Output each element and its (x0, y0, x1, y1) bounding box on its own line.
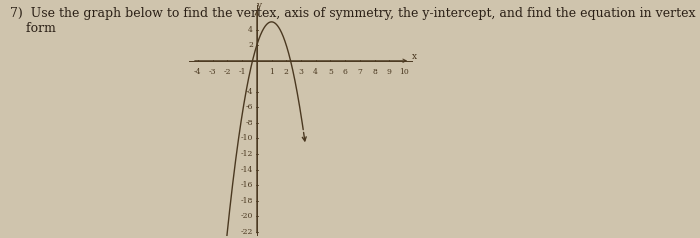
Text: 2: 2 (284, 68, 288, 76)
Text: -18: -18 (241, 197, 253, 205)
Text: 1: 1 (269, 68, 274, 76)
Text: 7: 7 (358, 68, 363, 76)
Text: x: x (412, 52, 416, 60)
Text: 3: 3 (298, 68, 304, 76)
Text: -22: -22 (241, 228, 253, 236)
Text: y: y (256, 1, 261, 10)
Text: 9: 9 (387, 68, 392, 76)
Text: -6: -6 (246, 103, 253, 111)
Text: 8: 8 (372, 68, 377, 76)
Text: -8: -8 (246, 119, 253, 127)
Text: -14: -14 (241, 166, 253, 174)
Text: 4: 4 (314, 68, 318, 76)
Text: 5: 5 (328, 68, 333, 76)
Text: -4: -4 (246, 88, 253, 96)
Text: -4: -4 (194, 68, 202, 76)
Text: 4: 4 (248, 26, 253, 34)
Text: -10: -10 (241, 134, 253, 143)
Text: -2: -2 (223, 68, 231, 76)
Text: 10: 10 (399, 68, 409, 76)
Text: -1: -1 (238, 68, 246, 76)
Text: 2: 2 (248, 41, 253, 49)
Text: 6: 6 (343, 68, 348, 76)
Text: -20: -20 (241, 212, 253, 220)
Text: -16: -16 (241, 181, 253, 189)
Text: -12: -12 (241, 150, 253, 158)
Text: 7)  Use the graph below to find the vertex, axis of symmetry, the y-intercept, a: 7) Use the graph below to find the verte… (10, 7, 696, 35)
Text: -3: -3 (209, 68, 216, 76)
